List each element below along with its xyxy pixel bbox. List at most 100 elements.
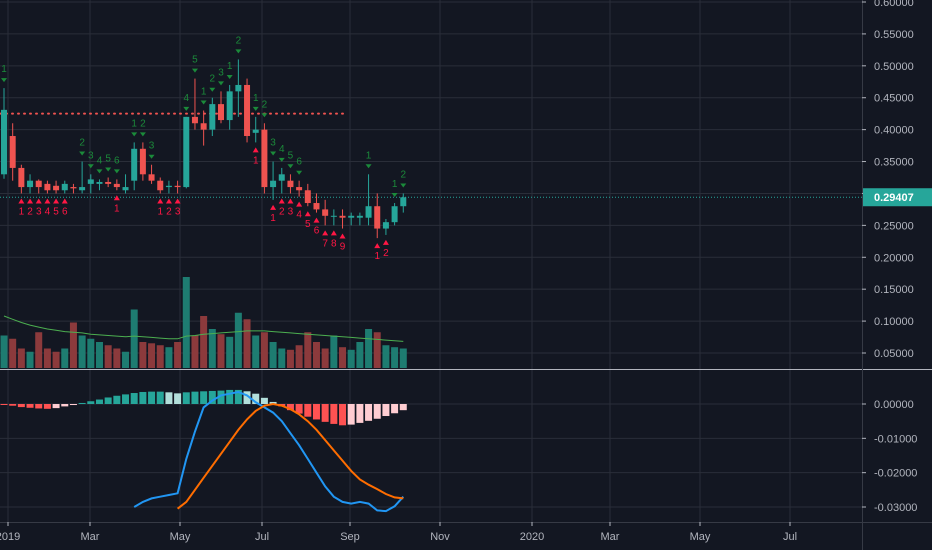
volume-bar [104,345,112,368]
candle-body [304,190,311,204]
candle-body [61,183,68,191]
volume-bar [226,336,234,368]
td-sell-arrow [191,68,198,73]
candle-body [165,185,172,188]
macd-axis-tick-label: -0.02000 [874,468,917,480]
current-price-tag [863,188,932,207]
time-axis-tick-label: Nov [430,531,450,543]
candle-body [322,209,329,216]
candle-body [374,206,381,229]
td-sell-count-label: 1 [201,86,207,97]
macd-histogram-bar [182,392,190,404]
td-buy-arrow [287,198,294,204]
volume-bar [252,335,260,368]
candle-body [226,91,233,121]
td-buy-arrow [44,198,51,204]
volume-pane[interactable] [0,277,407,368]
candle-body [400,197,407,207]
td-buy-arrow [165,198,172,204]
candle-body [244,84,251,137]
td-sell-arrow [278,157,285,162]
td-sell-count-label: 3 [270,138,276,149]
candle-body [339,215,346,218]
volume-bar [35,332,43,368]
macd-histogram-bar [330,404,338,424]
volume-bar [0,335,8,368]
volume-bar [26,351,34,368]
td-buy-count-label: 7 [322,238,328,249]
volume-bar [217,334,225,368]
td-buy-count-label: 6 [314,226,320,237]
macd-histogram-bar [0,404,8,405]
volume-bar [191,335,199,368]
macd-histogram-bar [104,397,112,404]
macd-histogram-bar [9,404,17,406]
td-sell-arrow [200,100,207,105]
time-axis-tick-label: May [170,531,191,543]
td-buy-arrow [330,230,337,236]
td-sell-arrow [391,193,398,198]
candle-body [139,148,146,175]
td-sell-count-label: 1 [227,61,233,72]
price-axis-tick-label: 0.55000 [874,29,914,41]
volume-bar [52,351,60,368]
td-buy-count-label: 1 [19,206,25,217]
candle-body [96,181,103,184]
volume-bar [234,312,242,368]
macd-histogram-bar [113,395,121,404]
time-axis-tick-label: May [690,531,711,543]
td-buy-count-label: 3 [175,206,181,217]
macd-histogram-bar [156,391,164,404]
td-buy-count-label: 9 [340,242,346,253]
td-buy-count-label: 1 [253,155,259,166]
price-axis-tick-label: 0.35000 [874,157,914,169]
candle-body [235,84,242,92]
td-buy-arrow [18,198,25,204]
volume-bar [9,338,17,368]
volume-bar [156,345,164,368]
macd-histogram-bar [43,404,51,409]
td-buy-arrow [27,198,34,204]
td-buy-count-label: 2 [279,206,285,217]
candle-body [218,104,224,121]
volume-bar [321,348,329,368]
macd-histogram-bar [139,391,147,404]
time-axis-tick-label: Jul [783,531,797,543]
td-sell-arrow [400,183,407,188]
td-sell-count-label: 2 [400,169,406,180]
volume-bar [260,332,268,368]
td-sell-count-label: 4 [97,155,103,166]
macd-histogram-bar [165,392,173,404]
volume-bar [391,347,399,368]
macd-histogram-bar [295,404,303,414]
macd-pane[interactable] [0,389,407,513]
time-axis-tick-label: Mar [81,531,100,543]
candle-body [27,180,34,188]
macd-histogram-bar [148,391,156,404]
macd-histogram-bar [130,393,138,404]
macd-axis-tick-label: -0.01000 [874,433,917,445]
candle-body [261,129,268,188]
td-sell-arrow [218,81,224,86]
td-buy-count-label: 3 [36,206,42,217]
td-buy-arrow [270,204,277,210]
candle-body [348,215,355,218]
candle-body [79,187,86,191]
td-buy-count-label: 2 [166,206,172,217]
td-buy-count-label: 8 [331,238,337,249]
td-sell-count-label: 3 [218,67,224,78]
macd-histogram-bar [252,393,260,404]
macd-histogram-bar [174,393,182,404]
volume-bar [43,348,51,368]
macd-histogram-bar [356,404,364,423]
volume-bar [339,347,347,368]
td-buy-count-label: 1 [157,206,163,217]
candle-body [157,180,164,191]
candle-body [252,129,259,133]
price-axis-tick-label: 0.45000 [874,93,914,105]
macd-histogram-bar [26,404,34,408]
td-sell-count-label: 6 [296,157,302,168]
